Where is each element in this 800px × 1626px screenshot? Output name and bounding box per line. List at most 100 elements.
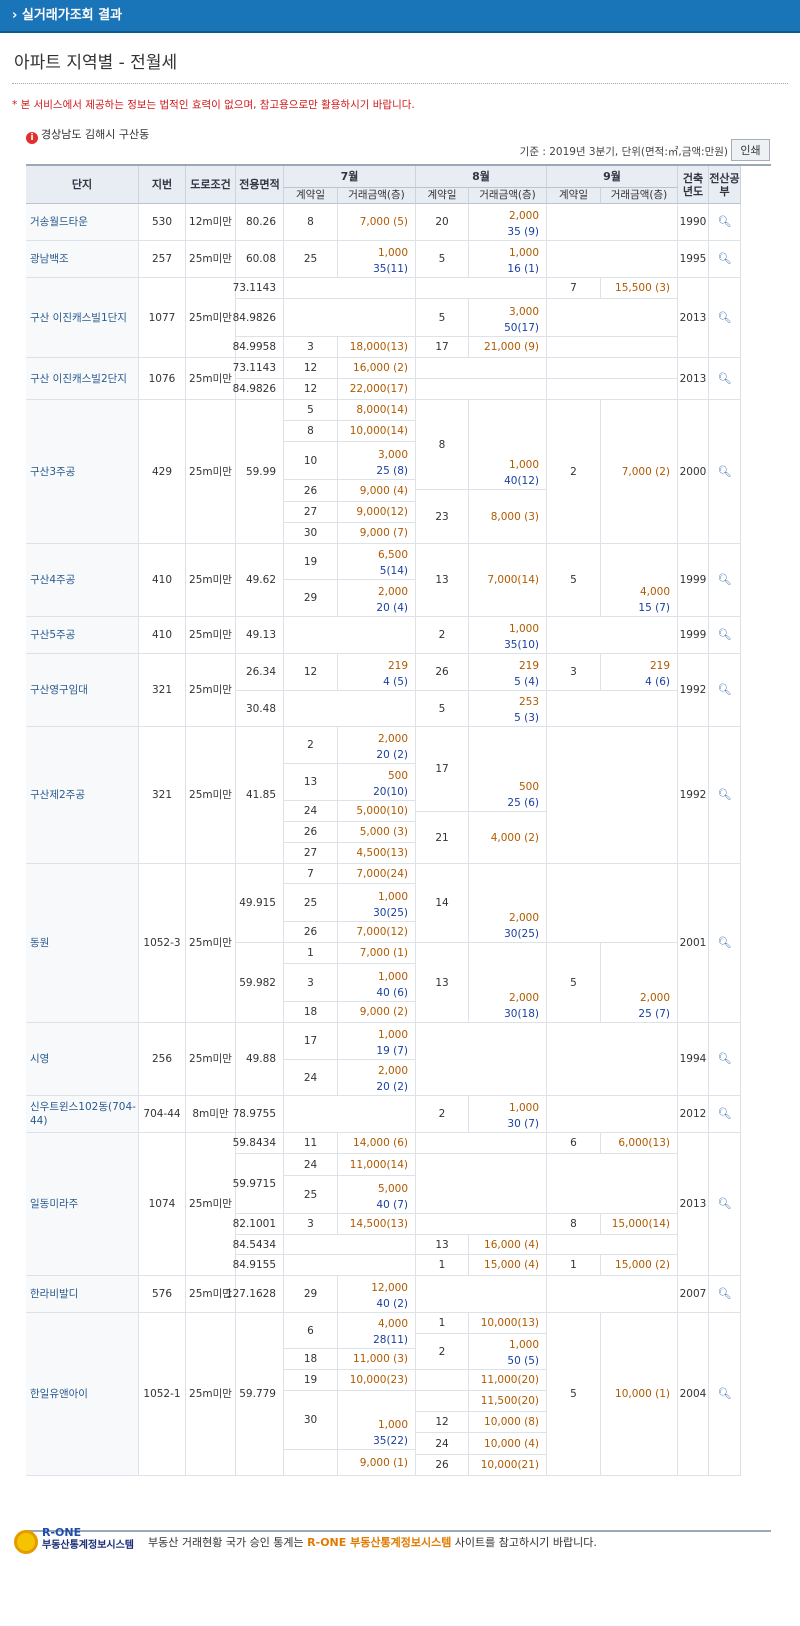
rent-value: 20 (4) <box>376 602 408 614</box>
magnifier-icon[interactable]: 🔍︎ <box>717 683 732 696</box>
magnifier-icon[interactable]: 🔍︎ <box>717 1287 732 1300</box>
deposit-value: 7,000 (5) <box>359 216 408 228</box>
contract-day: 6 <box>547 1133 601 1154</box>
area-text: 49.62 <box>245 574 276 586</box>
magnifier-icon[interactable]: 🔍︎ <box>717 215 732 228</box>
cell-text: 계약일 <box>296 189 325 201</box>
contract-day: 12 <box>284 379 338 400</box>
area-text: 84.9958 <box>232 341 276 353</box>
cell-text: 13 <box>435 574 449 586</box>
contract-day: 17 <box>416 337 469 358</box>
complex-name[interactable]: 구산3주공 <box>26 400 139 544</box>
map-search-icon[interactable]: 🔍︎ <box>709 1133 741 1276</box>
cell-text: 8월 <box>472 170 490 183</box>
magnifier-icon[interactable]: 🔍︎ <box>717 788 732 801</box>
cell-text: 25 <box>303 253 318 265</box>
deal-amount: 10,000(13) <box>469 1313 547 1334</box>
complex-name[interactable]: 광남백조 <box>26 241 139 278</box>
cell-text: 도로조건 <box>190 178 231 191</box>
magnifier-icon[interactable]: 🔍︎ <box>717 310 732 324</box>
cell-text: 20 <box>435 216 449 228</box>
magnifier-icon[interactable]: 🔍︎ <box>717 1052 732 1065</box>
contract-day: 5 <box>416 691 469 727</box>
cell-text: 2 <box>438 629 446 641</box>
complex-name[interactable]: 시영 <box>26 1023 139 1096</box>
cell-text: 18 <box>303 1353 318 1365</box>
complex-name[interactable]: 한일유앤아이 <box>26 1313 139 1476</box>
magnifier-icon[interactable]: 🔍︎ <box>717 371 732 385</box>
magnifier-icon[interactable]: 🔍︎ <box>717 464 732 478</box>
complex-name[interactable]: 동원 <box>26 864 139 1023</box>
map-search-icon[interactable]: 🔍︎ <box>709 864 741 1023</box>
rent-value: 40(12) <box>504 475 539 487</box>
cell-text: 5 <box>438 253 446 265</box>
r-one-link[interactable]: R-ONE 부동산통계정보시스템 <box>307 1536 452 1549</box>
map-search-icon[interactable]: 🔍︎ <box>709 617 741 654</box>
complex-name[interactable]: 거송월드타운 <box>26 204 139 241</box>
complex-name[interactable]: 구산 이진캐스빌2단지 <box>26 358 139 400</box>
complex-name[interactable]: 일동미라주 <box>26 1133 139 1276</box>
deal-amount: 15,000 (2) <box>601 1255 678 1276</box>
lot-number: 410 <box>139 617 186 654</box>
deposit-value: 6,000(13) <box>618 1137 670 1149</box>
map-search-icon[interactable]: 🔍︎ <box>709 278 741 358</box>
deal-amount: 4,000 28(11) <box>338 1313 416 1349</box>
map-search-icon[interactable]: 🔍︎ <box>709 544 741 617</box>
deposit-value: 16,000 (4) <box>484 1238 539 1251</box>
print-button[interactable]: 인쇄 <box>731 139 770 161</box>
complex-name[interactable]: 구산영구임대 <box>26 654 139 727</box>
map-search-icon[interactable]: 🔍︎ <box>709 654 741 727</box>
cell-text: 1 <box>438 1259 446 1271</box>
area-value: 59.9715 <box>233 1154 284 1214</box>
area-text: 41.85 <box>245 789 276 801</box>
built-year: 1999 <box>678 617 709 654</box>
deal-amount: 11,000 (3) <box>338 1349 416 1370</box>
complex-name[interactable]: 구산 이진캐스빌1단지 <box>26 278 139 358</box>
cell-text: 30 <box>303 1414 318 1426</box>
empty-cell <box>547 1235 678 1255</box>
magnifier-icon[interactable]: 🔍︎ <box>717 573 732 586</box>
complex-name-text: 구산4주공 <box>30 574 76 586</box>
map-search-icon[interactable]: 🔍︎ <box>709 1313 741 1476</box>
magnifier-icon[interactable]: 🔍︎ <box>717 1197 732 1210</box>
complex-name[interactable]: 구산제2주공 <box>26 727 139 864</box>
map-search-icon[interactable]: 🔍︎ <box>709 1096 741 1133</box>
magnifier-icon[interactable]: 🔍︎ <box>717 628 732 641</box>
road-condition: 25m미만 <box>186 654 236 727</box>
contract-day: 30 <box>284 1391 338 1450</box>
complex-name[interactable]: 한라비발디 <box>26 1276 139 1313</box>
cell-text: 27 <box>303 847 318 859</box>
cell-text: 3 <box>307 976 314 989</box>
deposit-value: 11,000(20) <box>480 1374 539 1386</box>
cell-text: 1074 <box>148 1198 176 1210</box>
magnifier-icon[interactable]: 🔍︎ <box>717 252 732 265</box>
cell-text: 3 <box>307 1218 314 1230</box>
deal-amount: 219 4 (5) <box>338 654 416 691</box>
map-search-icon[interactable]: 🔍︎ <box>709 204 741 241</box>
complex-name[interactable]: 구산5주공 <box>26 617 139 654</box>
magnifier-icon[interactable]: 🔍︎ <box>717 1107 732 1120</box>
deal-amount: 500 20(10) <box>338 764 416 801</box>
contract-day: 3 <box>284 1214 338 1235</box>
contract-day: 23 <box>416 490 469 544</box>
map-search-icon[interactable]: 🔍︎ <box>709 241 741 278</box>
deposit-value: 3,000 <box>508 306 539 318</box>
deposit-value: 15,000 (4) <box>484 1259 539 1271</box>
road-condition: 25m미만 <box>186 864 236 1023</box>
contract-day: 27 <box>284 843 338 864</box>
map-search-icon[interactable]: 🔍︎ <box>709 400 741 544</box>
magnifier-icon[interactable]: 🔍︎ <box>717 936 732 949</box>
magnifier-icon[interactable]: 🔍︎ <box>717 1387 732 1400</box>
complex-name[interactable]: 구산4주공 <box>26 544 139 617</box>
deposit-value: 2,000 <box>377 586 408 598</box>
rent-value: 25 (8) <box>376 465 408 477</box>
map-search-icon[interactable]: 🔍︎ <box>709 358 741 400</box>
map-search-icon[interactable]: 🔍︎ <box>709 1276 741 1313</box>
contract-day: 2 <box>547 400 601 544</box>
contract-day: 5 <box>284 400 338 421</box>
deposit-value: 14,500(13) <box>349 1218 408 1230</box>
map-search-icon[interactable]: 🔍︎ <box>709 727 741 864</box>
complex-name[interactable]: 신우트윈스102동(704-44) <box>26 1096 139 1133</box>
map-search-icon[interactable]: 🔍︎ <box>709 1023 741 1096</box>
header-day: 계약일 <box>547 188 601 204</box>
